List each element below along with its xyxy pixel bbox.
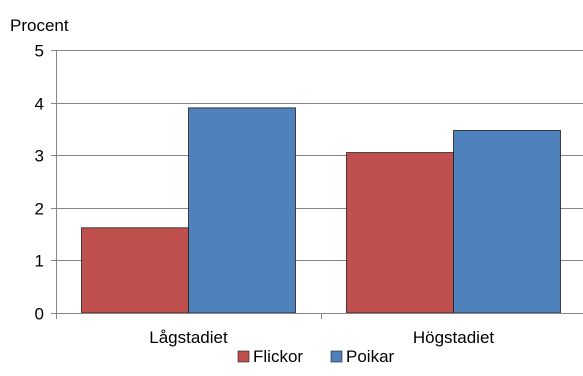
legend-label: Poikar	[346, 347, 395, 366]
category-label: Högstadiet	[413, 328, 495, 347]
legend: Flickor Poikar	[237, 347, 395, 366]
y-tick-label: 0	[35, 305, 44, 324]
y-axis-title: Procent	[10, 16, 69, 35]
y-tick-labels: 0 1 2 3 4 5	[35, 42, 44, 324]
y-tick-label: 1	[35, 252, 44, 271]
bar	[453, 130, 561, 314]
bar	[188, 107, 296, 314]
y-tick-label: 5	[35, 42, 44, 61]
legend-swatch	[237, 350, 250, 363]
y-tick-label: 4	[35, 95, 44, 114]
bars	[81, 107, 561, 314]
legend-swatch	[330, 350, 343, 363]
bar	[346, 152, 454, 314]
bar	[81, 227, 189, 314]
legend-label: Flickor	[253, 347, 303, 366]
y-tick-label: 2	[35, 200, 44, 219]
y-tick-label: 3	[35, 147, 44, 166]
axes	[51, 50, 583, 319]
category-label: Lågstadiet	[149, 328, 228, 347]
category-labels: Lågstadiet Högstadiet	[149, 328, 494, 347]
